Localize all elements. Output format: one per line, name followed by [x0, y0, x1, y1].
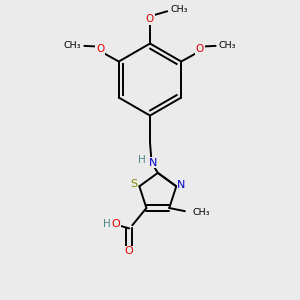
Text: H: H	[103, 219, 110, 229]
Text: CH₃: CH₃	[64, 41, 81, 50]
Text: O: O	[196, 44, 204, 54]
Text: S: S	[130, 179, 137, 189]
Text: N: N	[177, 180, 185, 190]
Text: O: O	[112, 219, 120, 229]
Text: O: O	[146, 14, 154, 24]
Text: O: O	[96, 44, 104, 54]
Text: O: O	[125, 246, 134, 256]
Text: N: N	[149, 158, 158, 168]
Text: CH₃: CH₃	[170, 5, 188, 14]
Text: CH₃: CH₃	[193, 208, 210, 217]
Text: H: H	[138, 155, 146, 165]
Text: CH₃: CH₃	[219, 41, 236, 50]
